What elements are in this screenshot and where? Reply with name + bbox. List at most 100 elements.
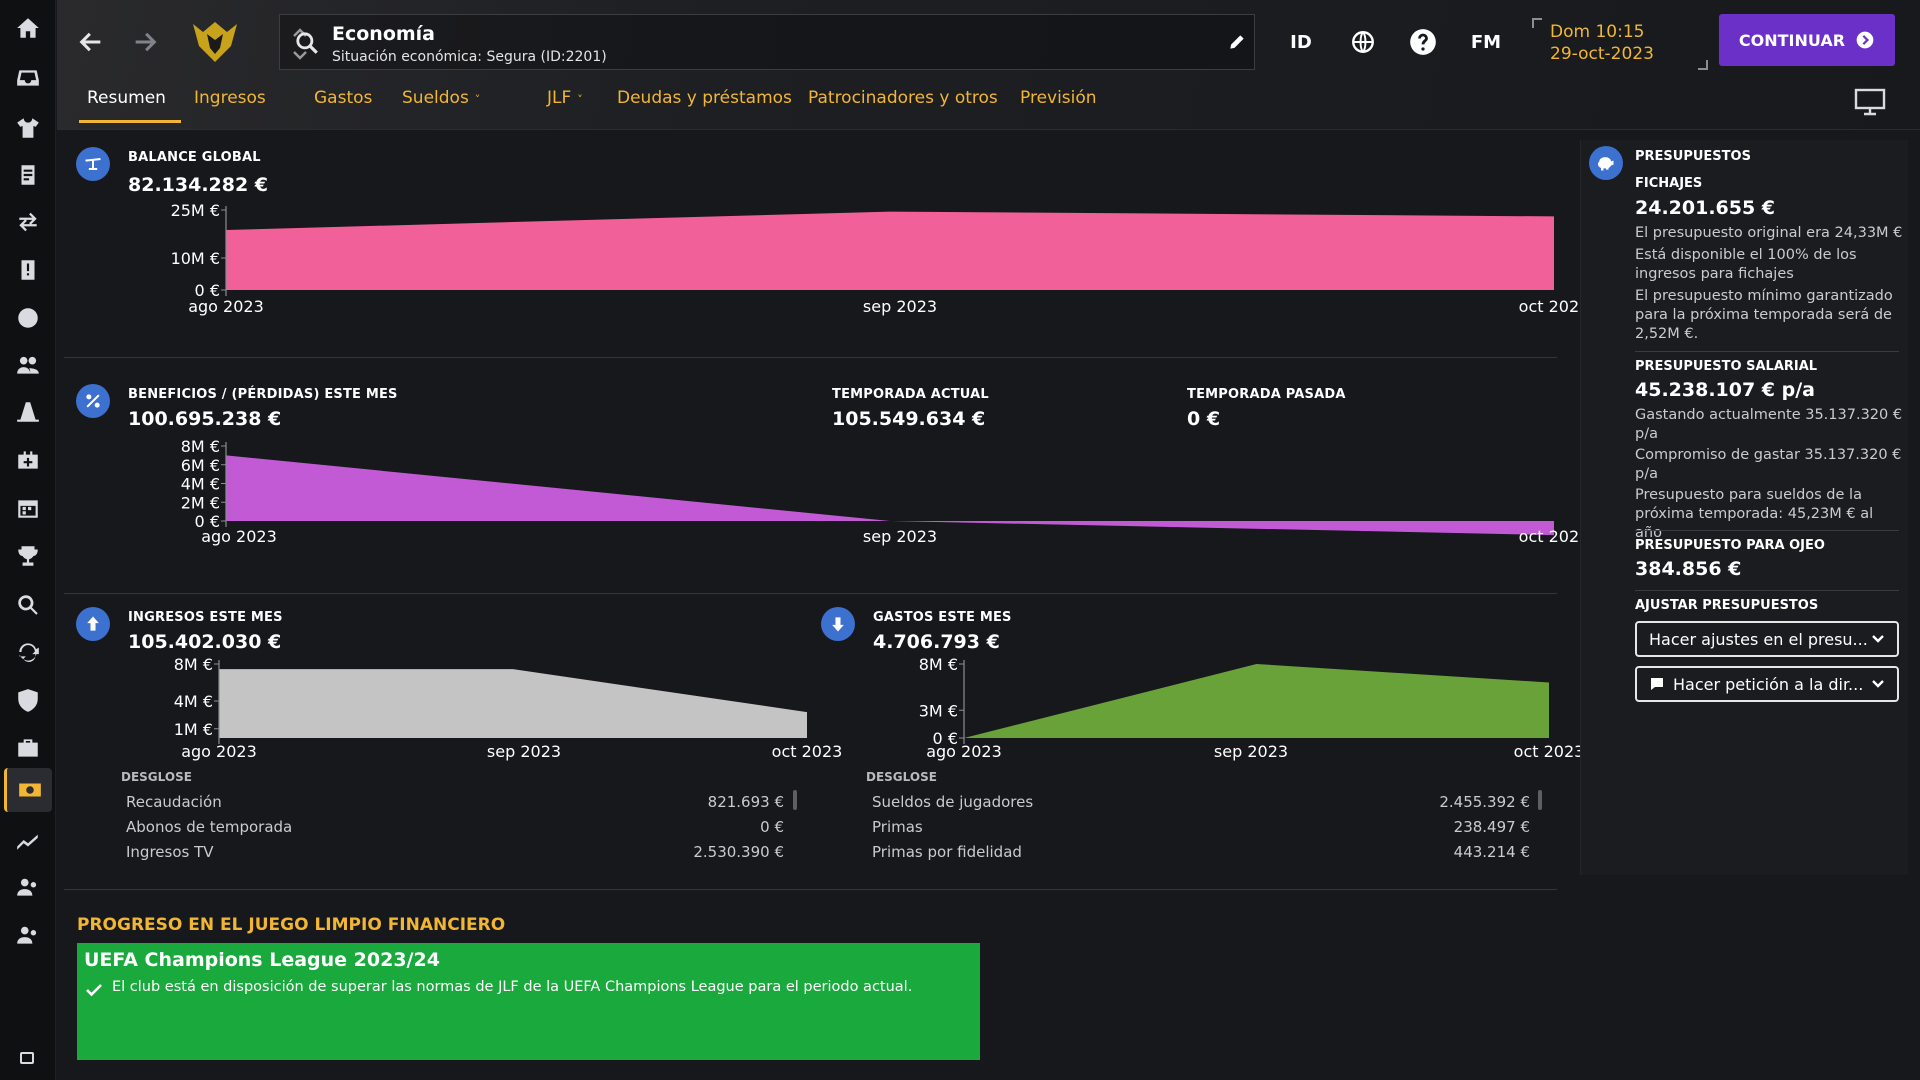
income-label: INGRESOS ESTE MES [128,610,283,625]
check-icon [86,984,102,997]
expenses-chart: 8M € 3M € 0 €ago 2023 sep 2023 oct 2023 [919,655,1585,761]
training-cone-icon[interactable] [8,392,48,432]
balance-scale-icon [76,147,110,181]
income-breakdown-name: Ingresos TV [126,843,214,861]
transfer-icon[interactable] [8,202,48,242]
tab-sueldos[interactable]: Sueldos ˅ [402,88,480,108]
budgets-panel: PRESUPUESTOS FICHAJES 24.201.655 € El pr… [1580,140,1908,875]
adjust-budget-dropdown[interactable]: Hacer ajustes en el presu... [1635,621,1899,657]
percent-icon [76,384,110,418]
expenses-value: 4.706.793 € [873,631,1000,653]
refresh-icon[interactable] [8,632,48,672]
balance-value: 82.134.282 € [128,174,269,196]
edit-pencil-icon[interactable] [1217,22,1257,62]
divider [1635,351,1899,352]
medical-icon[interactable] [8,440,48,480]
tab-resumen[interactable]: Resumen [87,88,166,108]
wage-budget-label: PRESUPUESTO SALARIAL [1635,359,1818,374]
income-breakdown-value: 821.693 € [707,793,784,811]
expenses-breakdown-scrollbar[interactable] [1538,790,1542,810]
tab-gastos[interactable]: Gastos [314,88,373,108]
chevron-down-icon: ˅ [577,93,583,106]
ffp-status-card[interactable]: UEFA Champions League 2023/24 El club es… [77,943,980,1060]
tab-jlf-label: JLF [547,88,572,108]
current-season-label: TEMPORADA ACTUAL [832,387,989,402]
balance-y-tick-label: 0 € [195,281,220,300]
adjust-budgets-label: AJUSTAR PRESUPUESTOS [1635,598,1819,613]
ffp-section-title: PROGRESO EN EL JUEGO LIMPIO FINANCIERO [77,915,506,935]
continue-button[interactable]: CONTINUAR [1719,14,1895,66]
date-corner-br [1698,60,1708,70]
expenses-x-tick-label: ago 2023 [926,742,1002,761]
calendar-icon[interactable] [8,488,48,528]
ffp-competition: UEFA Champions League 2023/24 [84,949,440,971]
balance-y-tick-label: 10M € [171,249,220,268]
income-breakdown-scrollbar[interactable] [793,790,797,810]
tab-jlf[interactable]: JLF ˅ [547,88,583,108]
briefcase-icon[interactable] [8,728,48,768]
top-bar: Economía Situación económica: Segura (ID… [57,0,1920,130]
profit-y-tick-label: 2M € [181,493,220,512]
arrow-left-icon [79,32,101,52]
finances-money-icon[interactable] [4,768,52,812]
home-icon[interactable] [8,8,48,48]
back-button[interactable] [73,24,109,60]
scouting-search-icon[interactable] [8,585,48,625]
tab-prevision[interactable]: Previsión [1020,88,1097,108]
divider [64,357,1557,358]
report-icon[interactable] [8,250,48,290]
profit-y-tick-label: 0 € [195,512,220,531]
date-time: Dom 10:15 [1550,22,1645,42]
balance-chart: 25M € 10M € 0 €ago 2023 sep 2023 oct 2023 [171,201,1590,316]
income-y-tick-label: 4M € [174,692,213,711]
tab-deudas[interactable]: Deudas y préstamos [617,88,792,108]
clipboard-icon[interactable] [8,155,48,195]
club-shield-icon[interactable] [8,680,48,720]
tab-ingresos[interactable]: Ingresos [194,88,266,108]
arrow-right-icon [135,32,157,52]
ball-icon[interactable] [8,298,48,338]
staff-icon[interactable] [8,345,48,385]
divider [1635,590,1899,591]
main-content: BALANCE GLOBAL 82.134.282 € 25M € 10M € 0 … [64,140,1589,1080]
board-request-dropdown[interactable]: Hacer petición a la dir... [1635,666,1899,702]
squad-shirt-icon[interactable] [8,108,48,148]
page-search-box[interactable]: Economía Situación económica: Segura (ID… [279,14,1255,70]
chevron-down-icon: ˅ [474,93,481,106]
continue-arrow-icon [1856,31,1874,49]
income-area [219,669,807,738]
balance-label: BALANCE GLOBAL [128,150,261,165]
dev-trend-icon[interactable] [8,820,48,860]
divider [1635,530,1899,531]
expenses-breakdown-title: DESGLOSE [866,770,937,784]
scouting-budget-value: 384.856 € [1635,558,1742,580]
inbox-icon[interactable] [8,58,48,98]
club-crest-icon[interactable] [185,20,245,64]
u18-squad-icon[interactable] [8,916,48,956]
game-date[interactable]: Dom 10:15 29-oct-2023 [1532,18,1708,70]
world-icon[interactable] [1343,22,1383,62]
income-breakdown-value: 0 € [760,818,784,836]
forward-button[interactable] [127,24,163,60]
wage-note: Presupuesto para sueldos de la próxima t… [1635,487,1874,541]
income-breakdown-value: 2.530.390 € [693,843,784,861]
monitor-icon[interactable] [1854,88,1886,116]
expenses-x-tick-label: sep 2023 [1214,742,1288,761]
budgets-title: PRESUPUESTOS [1635,149,1751,164]
u20-squad-icon[interactable] [8,868,48,908]
arrow-up-icon [76,607,110,641]
expenses-y-tick-label: 0 € [933,729,958,748]
fm-menu-button[interactable]: FM [1470,31,1502,53]
divider [64,593,1557,594]
tab-patrocinadores[interactable]: Patrocinadores y otros [808,88,998,108]
transfer-note: El presupuesto original era 24,33M € [1635,225,1903,241]
balance-area [226,211,1554,290]
profit-y-tick-label: 6M € [181,456,220,475]
active-tab-underline [79,120,181,123]
profit-area [226,455,1554,536]
id-button[interactable]: ID [1290,31,1312,53]
status-card-icon[interactable] [20,1052,34,1064]
help-icon[interactable] [1403,22,1443,62]
profit-label: BENEFICIOS / (PÉRDIDAS) ESTE MES [128,387,398,402]
trophy-icon[interactable] [8,536,48,576]
